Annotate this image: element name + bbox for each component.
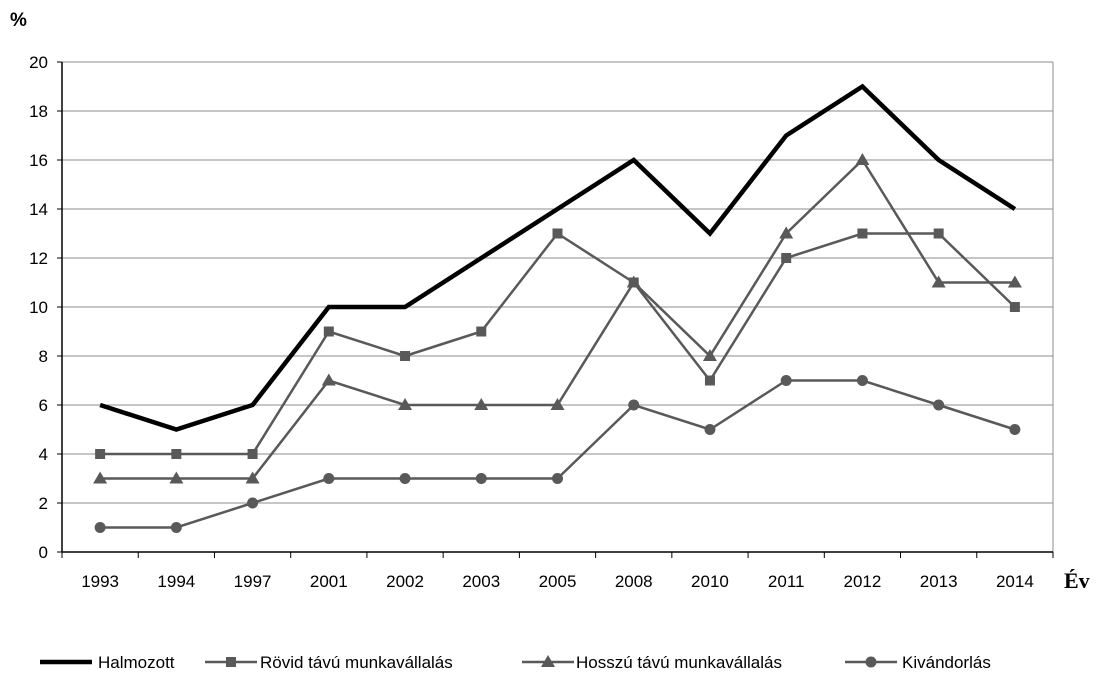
series-group [93,83,1022,533]
x-tick-label: 2001 [310,572,348,591]
circle-marker [399,473,411,484]
x-tick-label: 2003 [462,572,500,591]
circle-marker [865,656,877,668]
x-tick-label: 2012 [844,572,882,591]
legend-item: Kivándorlás [845,653,991,672]
triangle-marker [398,398,413,410]
circle-marker [94,522,106,533]
x-tick-label: 2005 [539,572,577,591]
triangle-marker [169,471,184,484]
x-tick-label: 1993 [81,572,119,591]
x-tick-label: 2008 [615,572,653,591]
square-marker [781,253,792,263]
triangle-marker [931,275,946,288]
square-marker [247,449,258,459]
series-2 [95,228,1020,459]
triangle-marker [550,398,565,410]
legend-item: Rövid távú munkavállalás [205,653,453,672]
y-axis-title: % [10,10,27,31]
y-tick-label: 0 [39,543,48,562]
triangle-marker [321,373,336,386]
series-line [99,83,1017,432]
y-tick-label: 14 [29,200,48,219]
square-marker [323,326,334,337]
y-tick-labels: 0 2 4 6 8 10 12 14 16 18 20 [29,53,62,562]
square-marker [933,228,944,239]
y-tick-label: 4 [39,445,48,464]
circle-marker [1009,424,1021,435]
triangle-marker [245,471,260,484]
circle-marker [247,497,259,509]
triangle-marker [626,275,641,288]
series-3 [93,153,1022,484]
circle-marker [552,473,563,484]
circle-marker [628,399,640,411]
x-tick-label: 2010 [691,572,729,591]
legend: Halmozott Rövid távú munkavállalás Hosszú … [40,653,991,672]
y-tick-label: 6 [39,396,48,415]
x-tick-labels: 1993 1994 1997 2001 2002 2003 2005 2008 2010 2011… [61,552,1054,591]
triangle-marker [855,153,870,165]
x-tick-label: 2013 [920,572,958,591]
x-tick-label: 1997 [234,572,272,591]
square-marker [1009,302,1020,312]
square-marker [552,228,563,239]
circle-marker [475,473,487,484]
y-tick-label: 20 [29,53,48,72]
series-4 [94,375,1021,533]
triangle-marker [702,349,717,361]
legend-label: Hosszú távú munkavállalás [576,653,782,672]
series-1 [99,83,1017,432]
legend-label: Kivándorlás [902,653,991,672]
square-marker [704,375,715,386]
x-tick-label: 1994 [157,572,195,591]
triangle-marker [474,398,489,410]
triangle-marker [93,471,108,484]
x-tick-label: 2011 [768,572,805,591]
square-marker [226,657,236,667]
y-tick-label: 8 [39,347,48,366]
circle-marker [933,399,945,411]
circle-marker [856,375,868,386]
square-marker [171,449,182,459]
x-axis-title: Év [1064,568,1090,593]
y-tick-label: 16 [29,151,48,170]
square-marker [400,351,411,361]
triangle-marker [1007,275,1022,288]
legend-item: Hosszú távú munkavállalás [522,653,782,672]
y-tick-label: 2 [39,494,48,513]
circle-marker [170,522,182,533]
square-marker [857,228,868,239]
circle-marker [704,424,716,435]
series-line [100,231,1016,456]
circle-marker [323,473,335,484]
legend-item: Halmozott [40,653,175,672]
y-tick-label: 12 [29,249,48,268]
square-marker [95,449,106,459]
x-tick-label: 2014 [996,572,1034,591]
circle-marker [780,375,792,386]
y-tick-label: 18 [29,102,48,121]
legend-label: Rövid távú munkavállalás [260,653,453,672]
square-marker [476,326,487,337]
y-tick-label: 10 [29,298,48,317]
legend-label: Halmozott [98,653,175,672]
triangle-marker [779,226,794,239]
triangle-marker [541,655,555,667]
x-tick-label: 2002 [386,572,424,591]
